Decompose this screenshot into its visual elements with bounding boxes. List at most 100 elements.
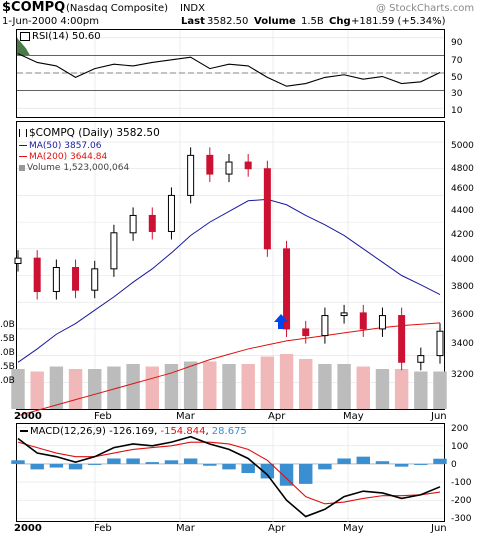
volume-bar-2000-01-10	[30, 371, 44, 409]
chg-value: +181.59 (+5.34%)	[351, 16, 446, 27]
volume-bar-2000-04-24	[318, 364, 332, 409]
macd-tick-neg100: -100	[451, 478, 472, 488]
rsi-tick-50: 50	[451, 73, 463, 83]
xaxis-may-macd: May	[343, 523, 364, 534]
candle-body-2000-04-03	[263, 168, 271, 250]
candle-body-2000-06-01	[436, 330, 444, 357]
candle-body-2000-01-03	[14, 257, 22, 264]
rsi-swatch	[20, 31, 30, 41]
macd-hist-bar-2000-04-24	[318, 463, 332, 470]
macd-panel	[16, 423, 445, 522]
price-tick-3800: 3800	[451, 282, 474, 292]
volume-bar-2000-01-03	[11, 369, 25, 409]
ma200-legend-text: MA(200) 3644.84	[29, 152, 108, 162]
macd-tick-neg300: -300	[451, 514, 472, 524]
moving-averages	[17, 198, 441, 417]
ma50-line	[17, 198, 441, 363]
macd-hist-bar-2000-05-22	[394, 463, 409, 467]
volume-bar-2000-01-31	[88, 369, 102, 409]
xaxis-mar-price: Mar	[176, 411, 195, 422]
rsi-label-text: RSI(14) 50.60	[32, 31, 101, 42]
price-tick-4000: 4000	[451, 255, 474, 265]
candle-body-2000-03-06	[187, 154, 195, 196]
volume-bar-2000-06-01	[433, 371, 447, 409]
price-tick-4200: 4200	[451, 230, 474, 240]
macd-tick-200: 200	[451, 424, 469, 434]
gridlines	[17, 30, 444, 522]
ma200-legend: MA(200) 3644.84	[19, 152, 107, 163]
price-tick-5000: 5000	[451, 141, 474, 151]
macd-line	[17, 435, 441, 518]
volume-bar-2000-05-15	[375, 369, 390, 409]
xaxis-jun-macd: Jun	[431, 523, 447, 534]
candle-body-2000-02-07	[110, 232, 118, 270]
macd-hist-bar-2000-03-13	[203, 463, 217, 466]
volume-bar-2000-04-03	[260, 356, 275, 409]
volume-label: Volume	[254, 16, 296, 27]
macd-hist-bar-2000-01-18	[49, 463, 64, 468]
candle-body-2000-02-28	[167, 194, 175, 232]
candle-body-2000-04-17	[302, 328, 310, 337]
candle-body-2000-02-14	[129, 214, 137, 234]
vol-tick-1: .5B	[0, 334, 15, 344]
xaxis-feb-macd: Feb	[94, 523, 112, 534]
price-tick-3600: 3600	[451, 310, 474, 320]
macd-hist-bar-2000-01-10	[30, 463, 44, 470]
rsi-tick-30: 30	[451, 89, 463, 99]
volume-bar-2000-05-01	[337, 364, 351, 409]
price-tick-4800: 4800	[451, 164, 474, 174]
panel-frames	[16, 29, 445, 522]
candle-body-2000-03-20	[225, 161, 233, 175]
vol-tick-4: .0B	[0, 376, 15, 386]
rsi-line	[17, 53, 441, 87]
xaxis-apr-price: Apr	[268, 411, 286, 422]
quote-date: 1-Jun-2000 4:00pm	[2, 16, 99, 27]
rsi-tick-70: 70	[451, 56, 463, 66]
volume-legend: Volume 1,523,000,064	[19, 163, 129, 174]
candle-body-2000-03-13	[206, 154, 214, 175]
vol-tick-2: .0B	[0, 348, 15, 358]
macd-hist-bar-2000-03-06	[183, 458, 198, 464]
price-panel	[16, 121, 445, 410]
macd-hist-bar-2000-02-28	[164, 460, 179, 464]
last-value: 3582.50	[207, 16, 249, 27]
candle-body-2000-01-18	[52, 267, 60, 293]
xaxis-may-price: May	[343, 411, 364, 422]
xaxis-year-price: 2000	[14, 411, 42, 422]
macd-hist-bar-2000-04-10	[279, 463, 294, 486]
price-tick-3400: 3400	[451, 339, 474, 349]
candle-body-2000-01-10	[33, 257, 41, 293]
candle-body-2000-03-27	[244, 161, 252, 170]
volume-bar-2000-03-06	[183, 361, 198, 409]
candle-body-2000-05-30	[417, 355, 425, 363]
volume-swatch	[19, 164, 25, 171]
rsi-label: RSI(14) 50.60	[20, 31, 101, 42]
macd-legend: MACD(12,26,9) -126.169, -154.844, 28.675	[20, 426, 247, 437]
volume-bar-2000-05-30	[414, 371, 428, 409]
macd-hist-bar-2000-01-24	[68, 463, 83, 470]
candle-body-2000-02-22	[148, 214, 156, 232]
macd-value-3: 28.675	[211, 426, 247, 437]
rsi-panel	[16, 29, 445, 118]
macd-hist-bar-2000-04-17	[299, 463, 313, 484]
volume-value: 1.5B	[301, 16, 324, 27]
macd-hist-bar-2000-05-30	[414, 463, 428, 465]
macd-hist-bar-2000-02-14	[126, 458, 140, 464]
ma200-line	[17, 322, 441, 417]
macd-sep-2: ,	[205, 426, 212, 437]
macd-signal-line	[17, 441, 441, 505]
price-tick-3200: 3200	[451, 370, 474, 380]
candle-body-2000-05-08	[359, 312, 367, 330]
price-legend-swatch	[19, 129, 27, 137]
macd-tick-100: 100	[451, 442, 469, 452]
price-tick-4400: 4400	[451, 206, 474, 216]
price-legend-text: $COMPQ (Daily) 3582.50	[29, 127, 160, 139]
macd-value-1: -126.169	[109, 426, 155, 437]
macd-tick-0: 0	[451, 460, 457, 470]
xaxis-mar-macd: Mar	[176, 523, 195, 534]
macd-hist-bar-2000-01-03	[11, 460, 25, 464]
xaxis-apr-macd: Apr	[268, 523, 286, 534]
volume-bar-2000-02-07	[107, 366, 121, 409]
xaxis-jun-price: Jun	[431, 411, 447, 422]
candle-body-2000-04-24	[321, 315, 329, 337]
